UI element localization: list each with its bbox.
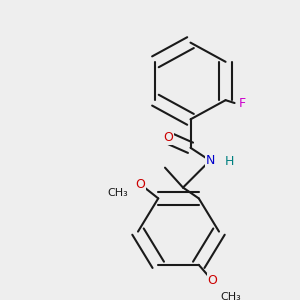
Text: O: O bbox=[163, 131, 173, 144]
Text: O: O bbox=[135, 178, 145, 191]
Text: F: F bbox=[238, 97, 246, 110]
Text: CH₃: CH₃ bbox=[220, 292, 241, 300]
Text: O: O bbox=[207, 274, 217, 287]
Text: H: H bbox=[225, 155, 234, 169]
Text: CH₃: CH₃ bbox=[107, 188, 128, 198]
Text: N: N bbox=[205, 154, 215, 167]
